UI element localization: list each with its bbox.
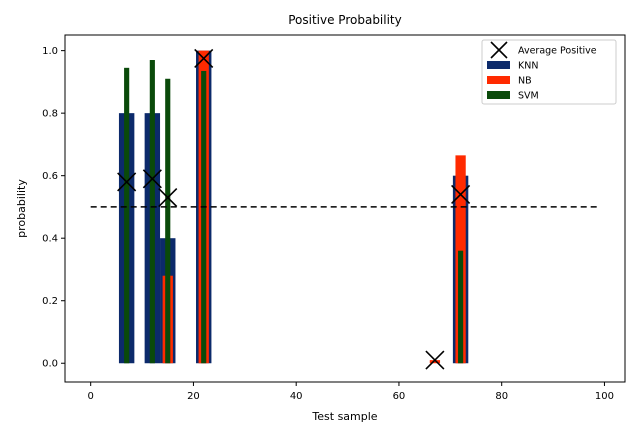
bar-nb <box>429 360 441 364</box>
average-positive-marker <box>451 184 471 204</box>
legend-frame <box>481 39 617 105</box>
average-positive-marker <box>117 172 137 192</box>
x-tick-label: 100 <box>595 391 614 402</box>
x-tick-label: 40 <box>290 391 303 402</box>
legend-swatch <box>487 61 510 69</box>
legend-label: Average Positive <box>518 46 597 57</box>
marker-stroke <box>425 350 445 370</box>
average-positive-marker <box>194 48 214 69</box>
legend-swatch <box>487 76 510 84</box>
marker-stroke <box>451 184 471 204</box>
legend-item: KNN <box>487 61 538 72</box>
bar-svm <box>458 250 464 364</box>
bar-svm <box>165 78 171 364</box>
legend-label: KNN <box>518 61 538 72</box>
bar-svm <box>201 70 207 364</box>
y-tick-label: 0.2 <box>42 296 58 307</box>
legend: Average Positive KNN NB SVM <box>481 39 617 105</box>
axes <box>64 34 626 383</box>
marker-stroke <box>158 187 178 208</box>
axes-frame <box>64 34 626 383</box>
series-average-positive <box>117 48 471 370</box>
marker-stroke <box>142 169 162 189</box>
y-tick-label: 0.8 <box>42 109 58 120</box>
average-positive-marker <box>425 350 445 370</box>
y-tick-label: 0.4 <box>42 234 58 245</box>
plot-area <box>90 48 600 370</box>
legend-item: SVM <box>487 91 539 102</box>
legend-label: SVM <box>518 91 539 102</box>
x-tick-label: 0 <box>88 391 94 402</box>
y-tick-label: 0.0 <box>42 359 58 370</box>
average-positive-marker <box>158 187 178 208</box>
average-positive-marker <box>142 169 162 189</box>
x-axis-label: Test sample <box>311 410 377 423</box>
chart-title: Positive Probability <box>288 13 402 27</box>
y-tick-label: 1.0 <box>42 46 58 57</box>
bar-svm <box>149 60 155 364</box>
legend-marker-stroke <box>490 41 508 59</box>
marker-stroke <box>117 172 137 192</box>
legend-label: NB <box>518 76 532 87</box>
legend-item: Average Positive <box>490 41 597 59</box>
y-tick-label: 0.6 <box>42 171 58 182</box>
x-tick-label: 20 <box>187 391 200 402</box>
x-axis-ticks: 0 20 40 60 80 100 <box>88 382 614 402</box>
x-tick-label: 80 <box>495 391 508 402</box>
legend-item: NB <box>487 76 532 87</box>
y-axis-label: probability <box>15 179 28 238</box>
x-tick-label: 60 <box>393 391 406 402</box>
legend-swatch <box>487 91 510 99</box>
series-svm <box>124 60 464 364</box>
y-axis-ticks: 0.0 0.2 0.4 0.6 0.8 1.0 <box>42 46 65 370</box>
bar-svm <box>124 67 130 364</box>
marker-stroke <box>194 48 214 69</box>
